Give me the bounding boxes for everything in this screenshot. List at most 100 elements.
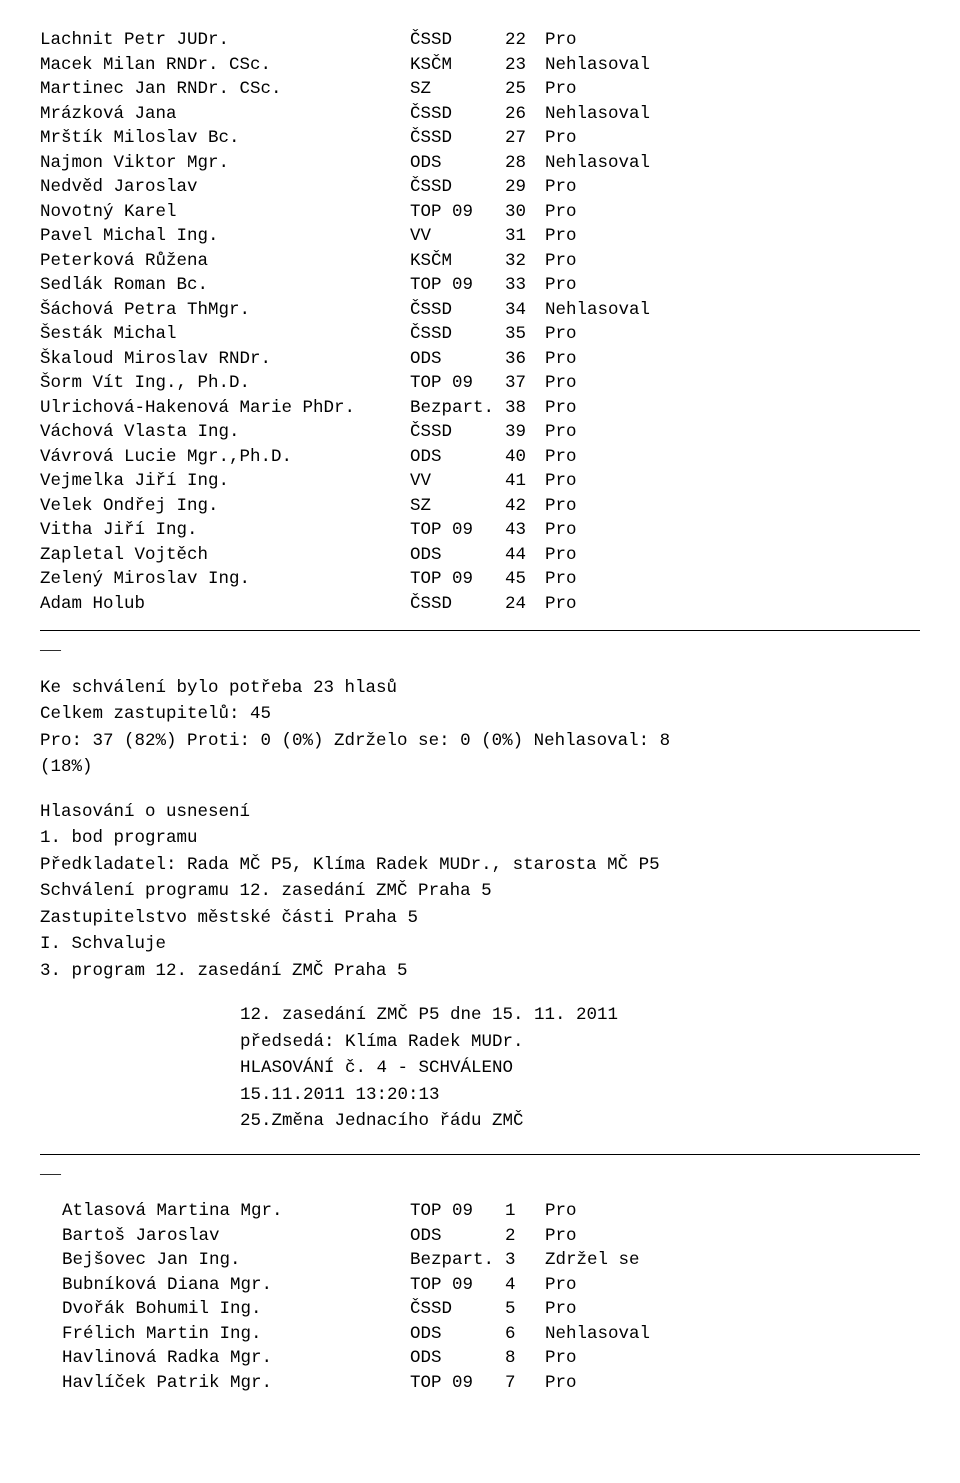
cell-party: ODS (410, 1224, 505, 1249)
table-row: Sedlák Roman Bc.TOP 0933Pro (40, 273, 920, 298)
cell-num: 29 (505, 175, 545, 200)
cell-num: 26 (505, 102, 545, 127)
cell-party: SZ (410, 77, 505, 102)
cell-party: TOP 09 (410, 518, 505, 543)
cell-vote: Pro (545, 28, 920, 53)
cell-name: Váchová Vlasta Ing. (40, 420, 410, 445)
table-row: Bubníková Diana Mgr.TOP 094Pro (40, 1273, 920, 1298)
resolution-line: 3. program 12. zasedání ZMČ Praha 5 (40, 959, 920, 984)
cell-num: 7 (505, 1371, 545, 1396)
cell-vote: Pro (545, 420, 920, 445)
summary-line: (18%) (40, 755, 920, 780)
cell-party: ČSSD (410, 322, 505, 347)
cell-name: Martinec Jan RNDr. CSc. (40, 77, 410, 102)
separator-2 (40, 1154, 920, 1155)
cell-vote: Pro (545, 77, 920, 102)
cell-num: 24 (505, 592, 545, 617)
table-row: Ulrichová-Hakenová Marie PhDr.Bezpart.38… (40, 396, 920, 421)
cell-name: Škaloud Miroslav RNDr. (40, 347, 410, 372)
session-line: HLASOVÁNÍ č. 4 - SCHVÁLENO (240, 1056, 920, 1081)
cell-vote: Pro (545, 469, 920, 494)
cell-num: 2 (505, 1224, 545, 1249)
cell-vote: Pro (545, 1273, 920, 1298)
vote-table-1: Lachnit Petr JUDr.ČSSD22ProMacek Milan R… (40, 28, 920, 616)
cell-party: ODS (410, 445, 505, 470)
cell-party: Bezpart. (410, 396, 505, 421)
cell-name: Novotný Karel (40, 200, 410, 225)
cell-party: ODS (410, 151, 505, 176)
table-row: Frélich Martin Ing.ODS6Nehlasoval (40, 1322, 920, 1347)
cell-vote: Pro (545, 1371, 920, 1396)
cell-num: 42 (505, 494, 545, 519)
table-row: Pavel Michal Ing.VV31Pro (40, 224, 920, 249)
cell-name: Bubníková Diana Mgr. (40, 1273, 410, 1298)
table-row: Martinec Jan RNDr. CSc.SZ25Pro (40, 77, 920, 102)
table-row: Adam HolubČSSD24Pro (40, 592, 920, 617)
cell-num: 34 (505, 298, 545, 323)
cell-num: 5 (505, 1297, 545, 1322)
cell-name: Zapletal Vojtěch (40, 543, 410, 568)
cell-num: 45 (505, 567, 545, 592)
cell-num: 32 (505, 249, 545, 274)
cell-name: Macek Milan RNDr. CSc. (40, 53, 410, 78)
cell-party: TOP 09 (410, 567, 505, 592)
dash-2: __ (40, 1157, 920, 1182)
cell-party: ODS (410, 1346, 505, 1371)
cell-party: ČSSD (410, 102, 505, 127)
cell-party: ČSSD (410, 28, 505, 53)
resolution-line: I. Schvaluje (40, 932, 920, 957)
cell-name: Bartoš Jaroslav (40, 1224, 410, 1249)
table-row: Havlinová Radka Mgr.ODS8Pro (40, 1346, 920, 1371)
table-row: Mrázková JanaČSSD26Nehlasoval (40, 102, 920, 127)
table-row: Zapletal VojtěchODS44Pro (40, 543, 920, 568)
cell-party: ODS (410, 543, 505, 568)
cell-vote: Nehlasoval (545, 151, 920, 176)
dash-1: __ (40, 633, 920, 658)
table-row: Najmon Viktor Mgr.ODS28Nehlasoval (40, 151, 920, 176)
cell-num: 41 (505, 469, 545, 494)
cell-name: Velek Ondřej Ing. (40, 494, 410, 519)
cell-vote: Pro (545, 1199, 920, 1224)
cell-name: Šáchová Petra ThMgr. (40, 298, 410, 323)
cell-vote: Pro (545, 543, 920, 568)
table-row: Šesták MichalČSSD35Pro (40, 322, 920, 347)
cell-name: Nedvěd Jaroslav (40, 175, 410, 200)
table-row: Škaloud Miroslav RNDr.ODS36Pro (40, 347, 920, 372)
cell-num: 23 (505, 53, 545, 78)
cell-party: SZ (410, 494, 505, 519)
cell-party: KSČM (410, 53, 505, 78)
cell-party: ODS (410, 1322, 505, 1347)
cell-name: Vitha Jiří Ing. (40, 518, 410, 543)
cell-vote: Pro (545, 592, 920, 617)
cell-num: 44 (505, 543, 545, 568)
vote-table-2: Atlasová Martina Mgr.TOP 091Pro Bartoš J… (40, 1199, 920, 1395)
cell-name: Vejmelka Jiří Ing. (40, 469, 410, 494)
cell-vote: Pro (545, 1346, 920, 1371)
cell-party: TOP 09 (410, 371, 505, 396)
summary-line: Pro: 37 (82%) Proti: 0 (0%) Zdrželo se: … (40, 729, 920, 754)
cell-num: 3 (505, 1248, 545, 1273)
cell-vote: Pro (545, 126, 920, 151)
resolution-block: Hlasování o usnesení 1. bod programu Pře… (40, 800, 920, 984)
cell-vote: Pro (545, 224, 920, 249)
cell-vote: Nehlasoval (545, 1322, 920, 1347)
resolution-line: 1. bod programu (40, 826, 920, 851)
cell-num: 6 (505, 1322, 545, 1347)
cell-party: ČSSD (410, 1297, 505, 1322)
cell-party: ČSSD (410, 126, 505, 151)
cell-name: Bejšovec Jan Ing. (40, 1248, 410, 1273)
cell-name: Peterková Růžena (40, 249, 410, 274)
cell-party: TOP 09 (410, 273, 505, 298)
resolution-heading: Hlasování o usnesení (40, 800, 920, 825)
cell-name: Mrštík Miloslav Bc. (40, 126, 410, 151)
cell-party: VV (410, 224, 505, 249)
session-line: 12. zasedání ZMČ P5 dne 15. 11. 2011 (240, 1003, 920, 1028)
cell-num: 22 (505, 28, 545, 53)
cell-name: Havlinová Radka Mgr. (40, 1346, 410, 1371)
cell-party: ČSSD (410, 592, 505, 617)
cell-num: 33 (505, 273, 545, 298)
table-row: Nedvěd JaroslavČSSD29Pro (40, 175, 920, 200)
table-row: Šáchová Petra ThMgr.ČSSD34Nehlasoval (40, 298, 920, 323)
cell-name: Ulrichová-Hakenová Marie PhDr. (40, 396, 410, 421)
resolution-line: Předkladatel: Rada MČ P5, Klíma Radek MU… (40, 853, 920, 878)
